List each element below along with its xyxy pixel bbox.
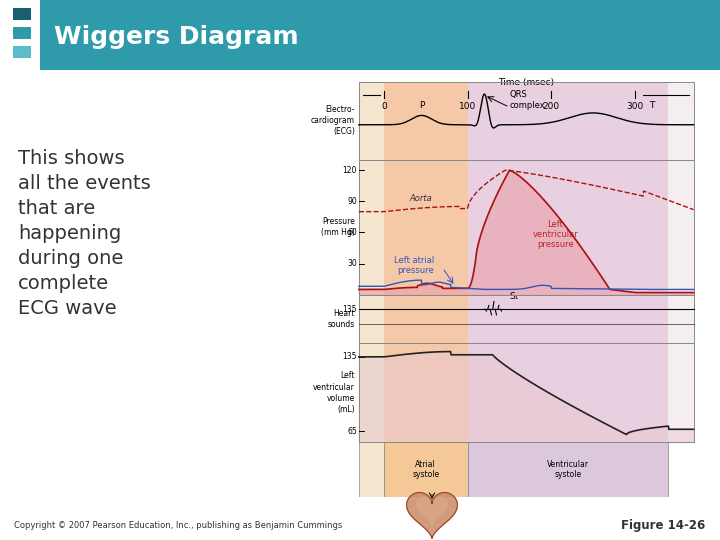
Text: Atrial
systole: Atrial systole: [413, 460, 439, 479]
Text: Ventricular
systole: Ventricular systole: [547, 460, 589, 479]
Bar: [467, 82, 668, 160]
Text: T: T: [649, 101, 654, 110]
Bar: [467, 343, 668, 442]
Text: QRS
complex: QRS complex: [510, 90, 545, 110]
Bar: [359, 343, 693, 442]
Bar: [359, 160, 384, 295]
Text: Electro-
cardiogram
(ECG): Electro- cardiogram (ECG): [311, 105, 355, 137]
Text: S₁: S₁: [510, 292, 519, 301]
Bar: [467, 295, 668, 343]
Bar: [384, 295, 467, 343]
Bar: [668, 82, 693, 160]
Text: 60: 60: [347, 228, 357, 237]
Text: Wiggers Diagram: Wiggers Diagram: [54, 24, 299, 49]
Bar: [359, 295, 693, 343]
Text: Heart
sounds: Heart sounds: [328, 309, 355, 329]
Text: 135: 135: [342, 353, 357, 361]
Text: 0: 0: [381, 102, 387, 111]
Bar: [467, 442, 668, 497]
Text: 120: 120: [343, 166, 357, 175]
Text: Left atrial
pressure: Left atrial pressure: [394, 256, 434, 275]
Text: Pressure
(mm Hg): Pressure (mm Hg): [321, 217, 355, 237]
Text: Figure 14-26: Figure 14-26: [621, 518, 706, 532]
Bar: [668, 343, 693, 442]
Bar: [384, 442, 467, 497]
Bar: [467, 160, 668, 295]
Text: P: P: [419, 101, 424, 110]
Bar: [384, 343, 467, 442]
Text: 90: 90: [347, 197, 357, 206]
Text: Left
ventricular
pressure: Left ventricular pressure: [533, 220, 578, 249]
Bar: [359, 160, 693, 295]
Text: 135: 135: [342, 305, 357, 314]
Bar: [359, 82, 693, 160]
Text: This shows
all the events
that are
happening
during one
complete
ECG wave: This shows all the events that are happe…: [18, 150, 151, 319]
Bar: [668, 295, 693, 343]
Text: 30: 30: [347, 259, 357, 268]
Text: 100: 100: [459, 102, 476, 111]
Bar: [359, 295, 384, 343]
Text: Left
ventricular
volume
(mL): Left ventricular volume (mL): [313, 372, 355, 414]
Polygon shape: [407, 492, 457, 538]
Bar: [384, 82, 467, 160]
Bar: [13, 9, 31, 19]
Text: 300: 300: [626, 102, 644, 111]
Bar: [668, 160, 693, 295]
Bar: [359, 82, 384, 160]
Text: Time (msec): Time (msec): [498, 78, 554, 87]
Bar: [359, 442, 384, 497]
Text: 200: 200: [543, 102, 560, 111]
Bar: [384, 160, 467, 295]
Text: Aorta: Aorta: [409, 194, 432, 202]
Bar: [359, 343, 384, 442]
Bar: [13, 46, 31, 58]
Text: 65: 65: [347, 427, 357, 436]
Text: Copyright © 2007 Pearson Education, Inc., publishing as Benjamin Cummings: Copyright © 2007 Pearson Education, Inc.…: [14, 521, 343, 530]
Bar: [13, 28, 31, 39]
Polygon shape: [417, 497, 447, 524]
